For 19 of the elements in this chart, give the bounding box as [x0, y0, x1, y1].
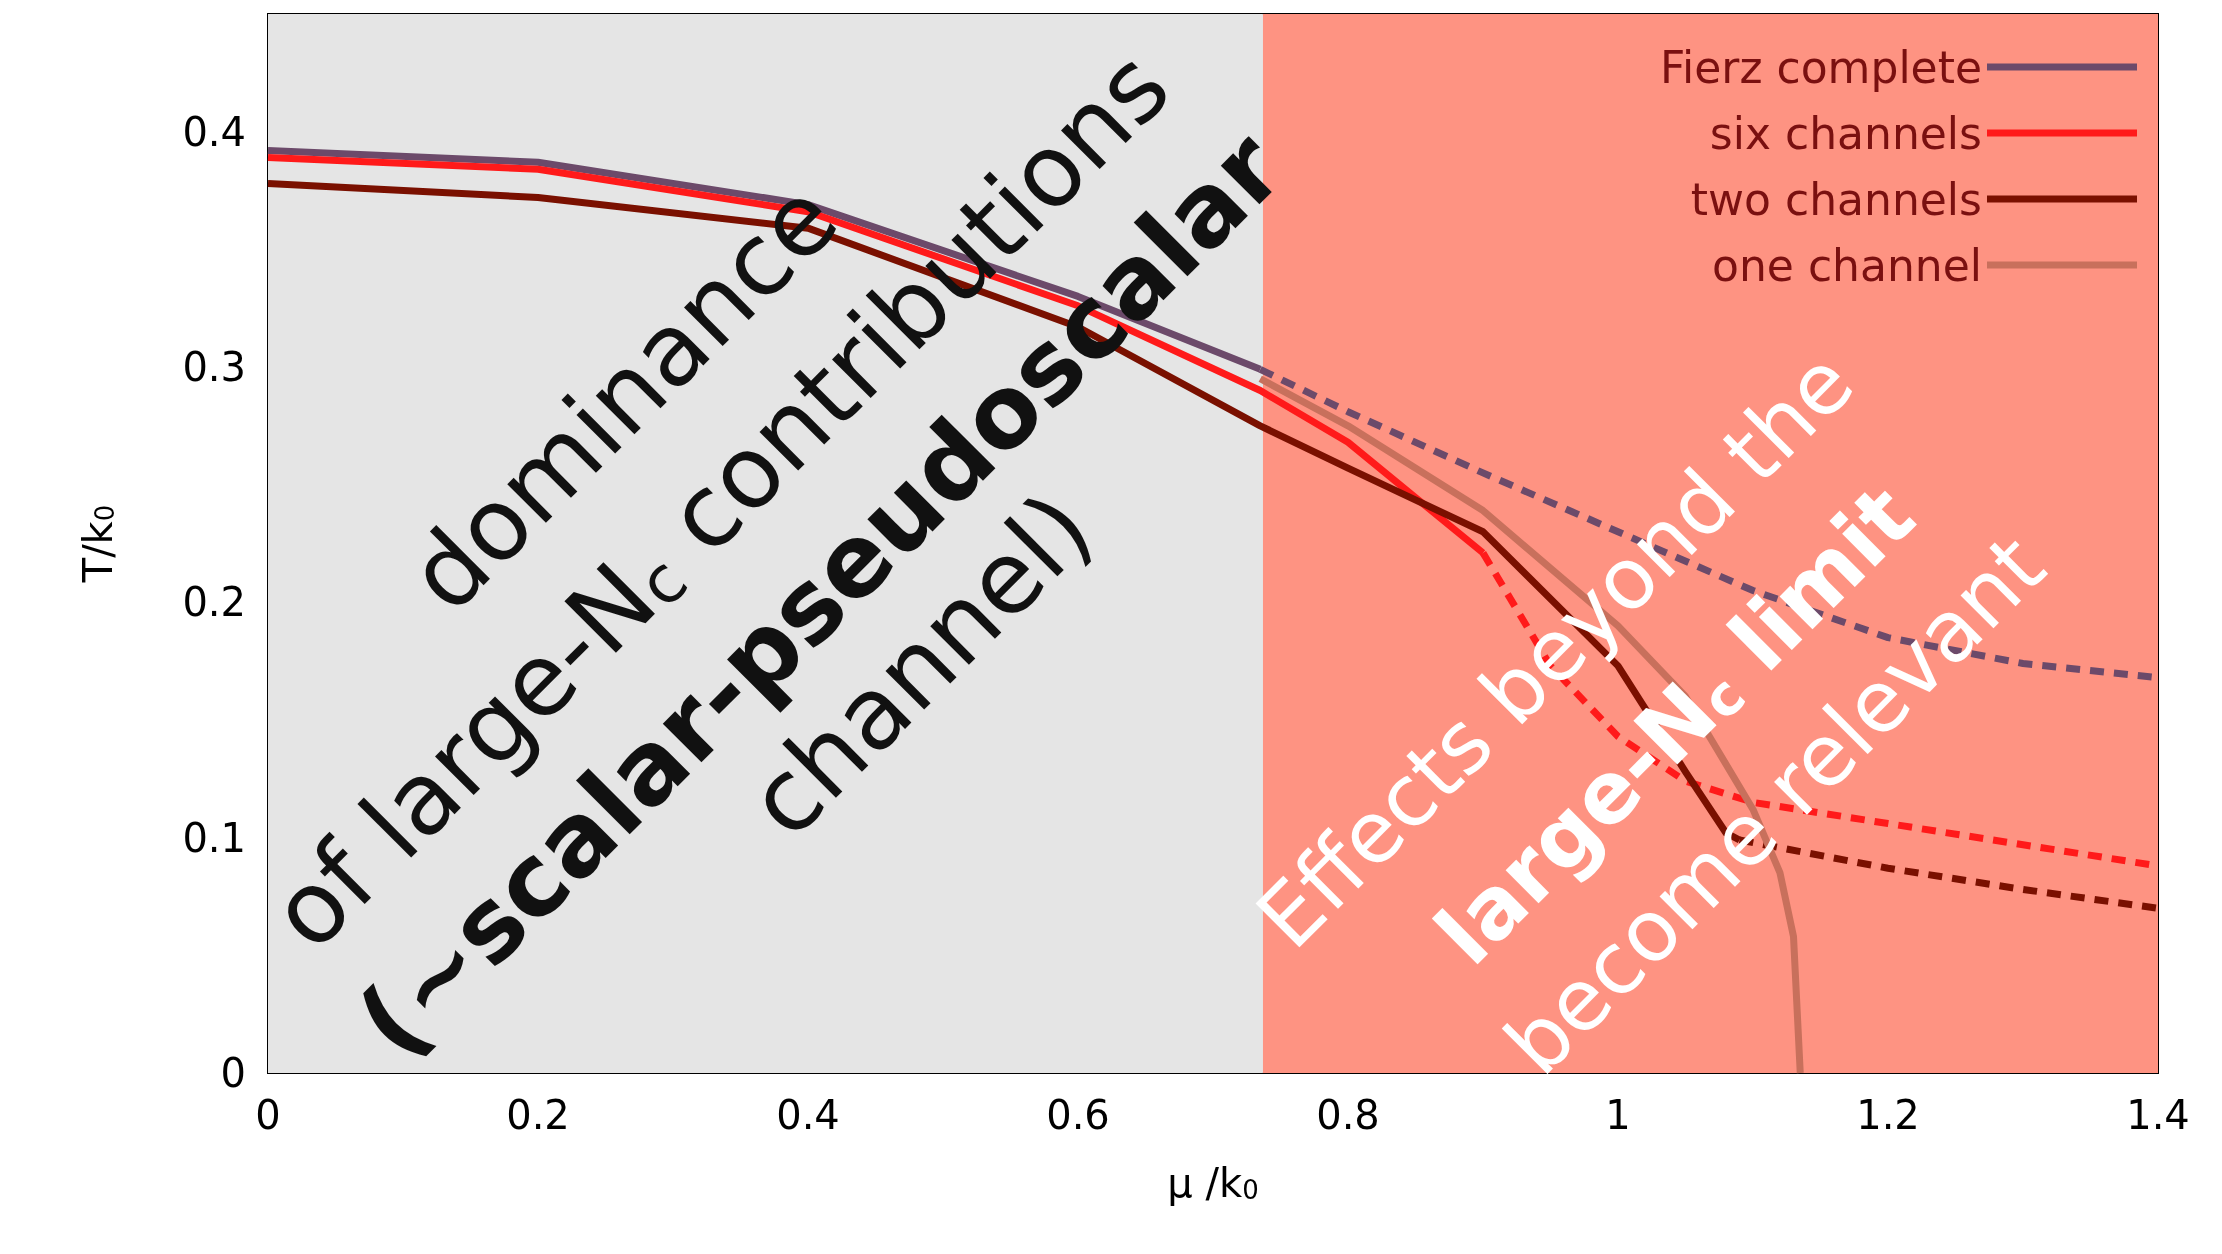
x-tick-label: 1.4: [2126, 1092, 2190, 1138]
legend-label: Fierz complete: [1659, 41, 1982, 93]
legend-label: two channels: [1690, 173, 1982, 225]
x-tick-label: 0.4: [776, 1092, 840, 1138]
y-tick-label: 0: [220, 1050, 246, 1096]
y-tick-label: 0.1: [182, 814, 246, 861]
x-tick-label: 1: [1605, 1092, 1631, 1138]
legend-label: one channel: [1712, 239, 1982, 291]
y-tick-label: 0.2: [182, 579, 246, 626]
x-tick-label: 0: [255, 1092, 281, 1138]
x-tick-label: 0.6: [1046, 1092, 1110, 1138]
x-axis-title: μ /k0: [1167, 1160, 1259, 1206]
x-tick-label: 0.2: [506, 1092, 570, 1138]
y-axis-title: T/k0: [75, 504, 121, 584]
x-tick-label: 0.8: [1316, 1092, 1380, 1138]
y-tick-label: 0.3: [182, 344, 246, 390]
legend-label: six channels: [1709, 107, 1982, 159]
y-tick-label: 0.4: [182, 108, 246, 155]
x-tick-label: 1.2: [1856, 1092, 1920, 1138]
